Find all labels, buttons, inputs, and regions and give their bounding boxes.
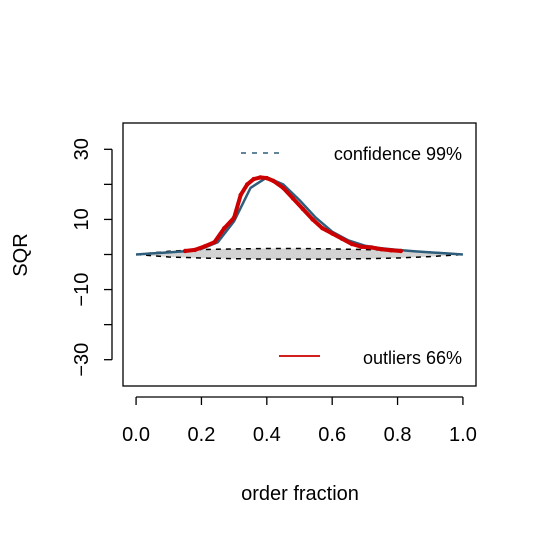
x-tick-label: 0.6 xyxy=(318,424,346,446)
x-tick-label: 0.2 xyxy=(188,424,216,446)
x-tick-label: 0.4 xyxy=(253,424,281,446)
sqr-curve-line xyxy=(136,176,463,256)
outlier-point xyxy=(258,175,263,180)
y-tick-label: −10 xyxy=(71,273,93,307)
outlier-point xyxy=(379,247,384,252)
x-tick-label: 0.0 xyxy=(122,424,150,446)
x-axis: 0.0 0.2 0.4 0.6 0.8 1.0 xyxy=(122,396,477,446)
y-tick-label: 10 xyxy=(71,208,93,230)
outlier-point xyxy=(359,244,364,249)
outlier-point xyxy=(330,231,335,236)
outlier-point xyxy=(238,192,243,198)
y-axis: −30 −10 10 30 xyxy=(71,138,113,377)
outlier-point xyxy=(212,240,217,245)
outlier-point xyxy=(349,241,354,247)
outlier-point xyxy=(251,176,256,182)
outlier-point xyxy=(369,245,374,250)
outlier-point xyxy=(310,217,315,222)
curve-layer xyxy=(136,176,463,256)
outlier-point xyxy=(182,248,188,254)
outlier-point xyxy=(290,196,296,201)
outlier-layer xyxy=(182,175,403,254)
x-tick-label: 1.0 xyxy=(449,424,477,446)
outlier-point xyxy=(281,185,286,191)
y-tick-label: 30 xyxy=(71,138,93,160)
x-axis-title: order fraction xyxy=(241,483,359,505)
y-tick-label: −30 xyxy=(71,343,93,377)
legend-outliers-label: outliers 66% xyxy=(363,348,462,368)
outlier-point xyxy=(398,248,403,254)
outlier-point xyxy=(388,248,394,253)
outlier-point xyxy=(202,244,207,249)
outlier-point xyxy=(339,236,345,241)
outlier-point xyxy=(320,226,325,231)
plot-frame xyxy=(122,122,477,387)
outlier-line xyxy=(183,175,403,253)
outlier-point xyxy=(231,215,237,220)
confidence-lower-line xyxy=(136,253,463,260)
x-tick-label: 0.8 xyxy=(384,424,412,446)
y-axis-title: SQR xyxy=(10,233,32,276)
legend-confidence-label: confidence 99% xyxy=(334,144,462,164)
outlier-point xyxy=(192,247,198,253)
outlier-point xyxy=(245,182,250,187)
outlier-point xyxy=(300,206,305,212)
outlier-point xyxy=(264,175,269,181)
outlier-point xyxy=(222,226,227,231)
outlier-point xyxy=(271,178,276,184)
